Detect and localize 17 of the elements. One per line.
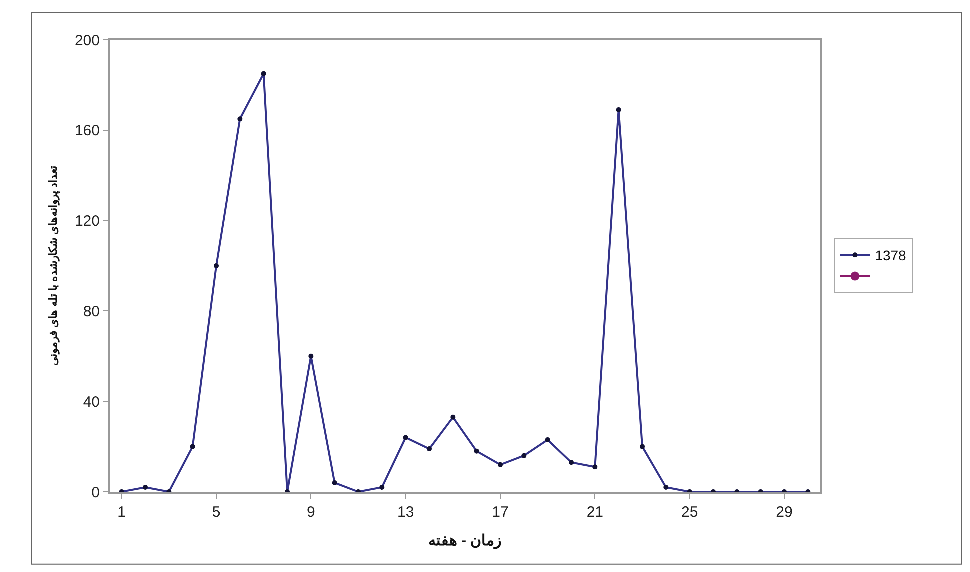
x-tick-label: 29 — [776, 504, 793, 521]
x-tick-label: 9 — [307, 504, 316, 521]
y-tick-label: 200 — [74, 32, 100, 50]
x-tick-label: 5 — [212, 504, 221, 521]
x-tick-label: 21 — [586, 504, 604, 521]
x-tick-label: 1 — [118, 504, 126, 521]
x-axis-title: زمان - هفته — [428, 532, 502, 550]
y-axis-title: تعداد پروانه‌های شکارشده با تله های فرمونی — [48, 166, 60, 366]
y-tick-label: 0 — [92, 484, 100, 502]
y-tick-label: 40 — [83, 394, 100, 411]
y-tick-label: 160 — [74, 122, 100, 140]
legend-label: 1378 — [875, 248, 907, 264]
y-tick-label: 80 — [83, 303, 100, 320]
x-tick-label: 13 — [397, 504, 414, 521]
x-tick-label: 25 — [681, 504, 698, 521]
y-tick-label: 120 — [74, 213, 100, 230]
x-tick-label: 17 — [492, 504, 509, 521]
